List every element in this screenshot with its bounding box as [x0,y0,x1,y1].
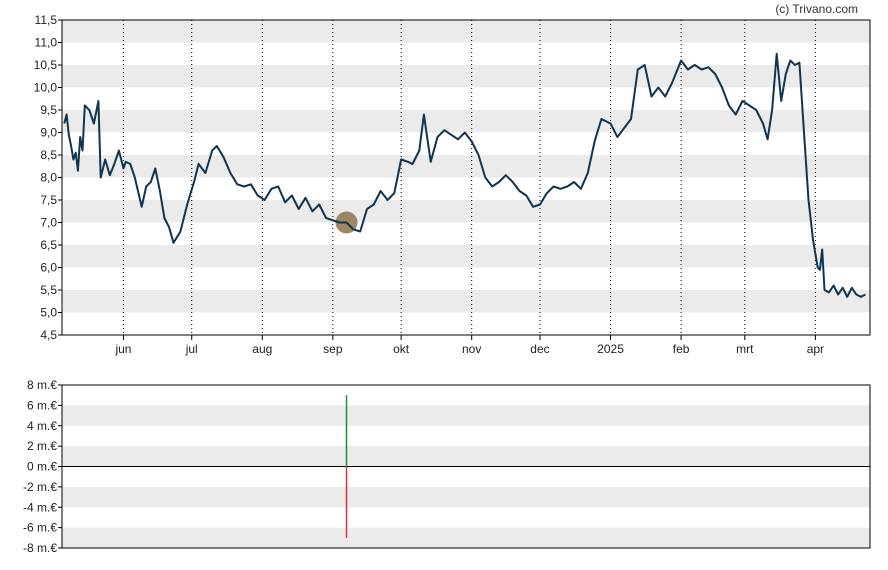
y-tick-label: 9,0 [40,126,57,140]
volume-band [62,527,870,548]
price-band [62,245,870,268]
y-tick-label: 10,0 [34,81,58,95]
x-tick-label: jun [114,342,131,356]
y-tick-label: -6 m.€ [23,521,57,535]
y-tick-label: 7,5 [40,193,57,207]
x-tick-label: okt [393,342,410,356]
y-tick-label: 2 m.€ [27,439,57,453]
y-tick-label: 11,0 [35,36,58,50]
price-band [62,65,870,88]
y-tick-label: 8,5 [40,148,57,162]
y-tick-label: 6,5 [40,238,57,252]
y-tick-label: 6,0 [40,261,57,275]
y-tick-label: 4,5 [40,328,57,342]
y-tick-label: 0 m.€ [27,460,57,474]
price-line [63,52,866,298]
x-tick-label: apr [807,342,824,356]
price-band [62,290,870,313]
y-tick-label: -8 m.€ [23,541,57,555]
x-tick-label: 2025 [597,342,624,356]
price-axes-frame [61,19,871,336]
x-tick-label: nov [462,342,481,356]
y-tick-label: 6 m.€ [27,398,57,412]
price-band [62,110,870,133]
x-tick-label: mrt [736,342,754,356]
price-band [62,155,870,178]
x-tick-label: dec [530,342,549,356]
volume-band [62,486,870,508]
volume-band [62,446,870,467]
price-band [62,20,870,43]
y-tick-label: 5,5 [40,283,57,297]
y-tick-label: 7,0 [40,216,57,230]
y-tick-label: 10,5 [34,58,58,72]
price-panel: jun jul aug sep okt nov dec 2025 feb mrt apr 4,5 5,0… [34,13,871,356]
x-tick-label: feb [673,342,690,356]
x-tick-label: sep [323,342,343,356]
volume-band [62,405,870,426]
y-tick-label: 5,0 [40,306,57,320]
volume-panel: -8 m.€ -6 m.€ -4 m.€ -2 m.€ 0 m.€ 2 m.€ 4 m.€ 6… [23,378,871,555]
x-tick-label: aug [252,342,272,356]
y-tick-label: 11,5 [35,13,58,27]
y-tick-label: 8 m.€ [27,378,57,392]
y-tick-label: -4 m.€ [23,500,57,514]
price-band [62,200,870,223]
y-tick-label: -2 m.€ [23,480,57,494]
y-tick-label: 8,0 [40,171,57,185]
credit-label: (c) Trivano.com [775,2,858,16]
x-tick-label: jul [185,342,198,356]
y-tick-label: 9,5 [40,103,57,117]
y-tick-label: 4 m.€ [27,419,57,433]
